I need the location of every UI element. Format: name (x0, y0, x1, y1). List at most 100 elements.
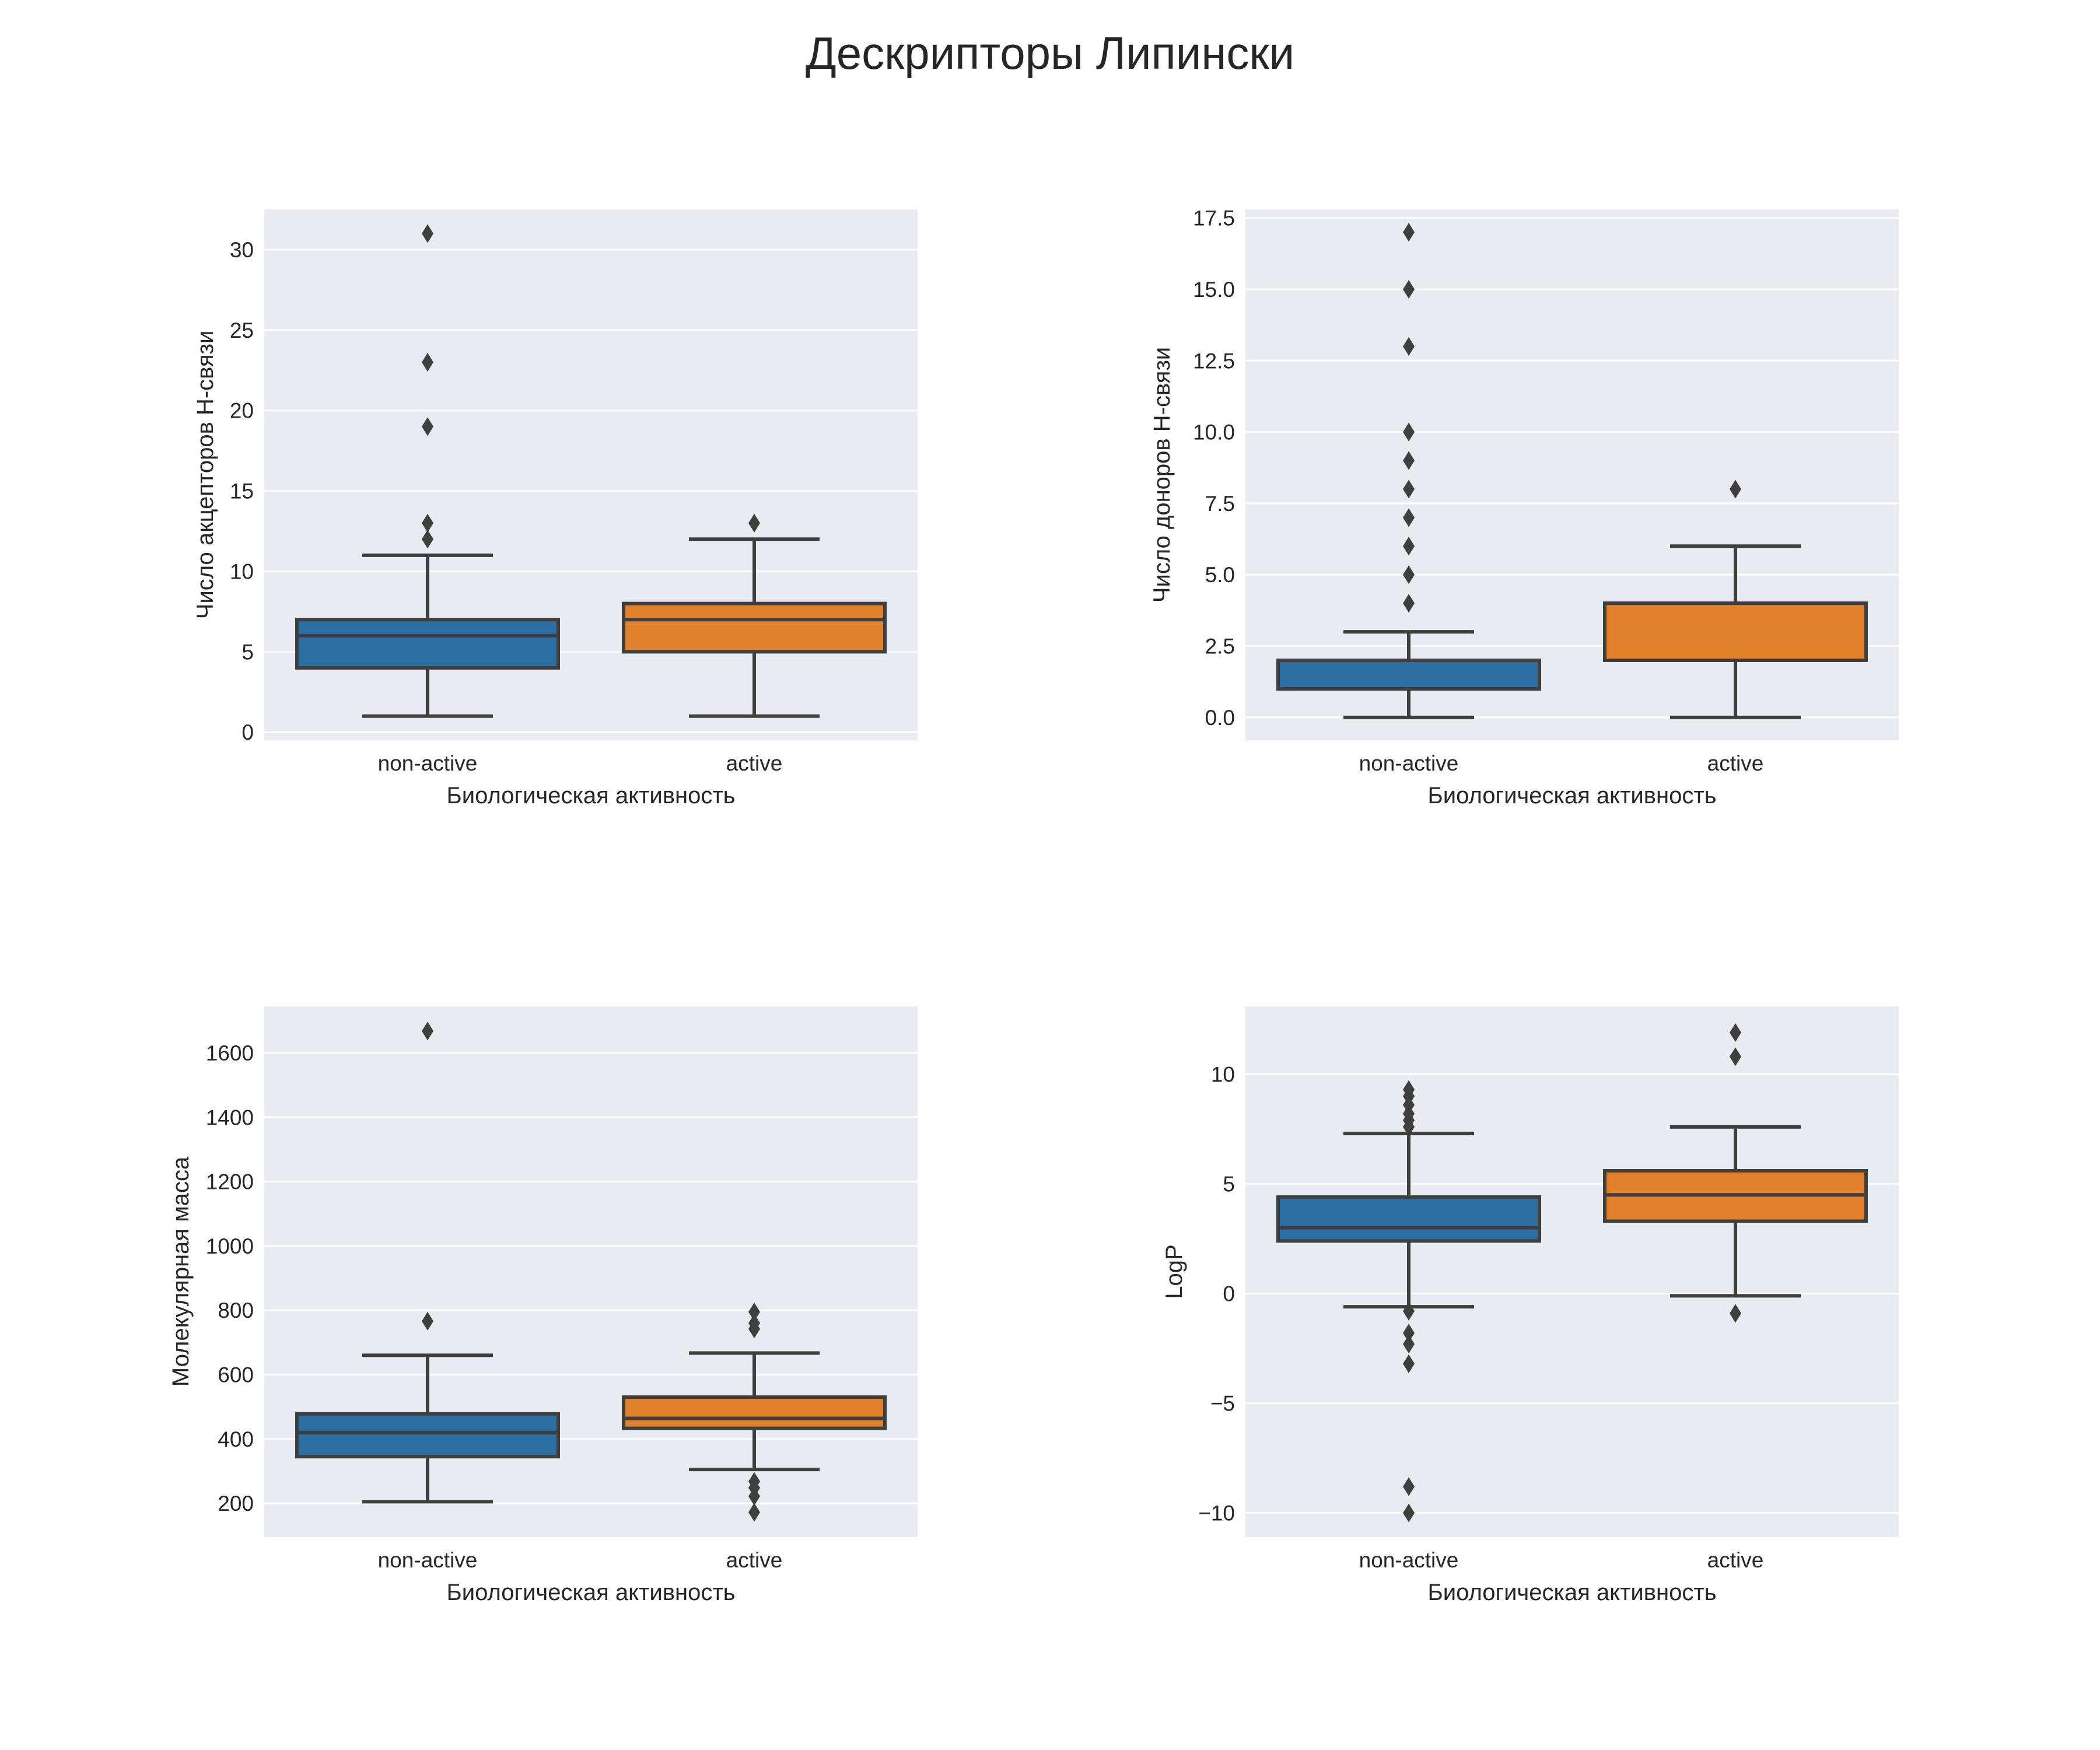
outlier-point (1403, 537, 1415, 556)
figure-title: Дескрипторы Липински (806, 27, 1294, 79)
box-non-active (1276, 1080, 1541, 1522)
outlier-point (1403, 565, 1415, 584)
outlier-point (1403, 1335, 1415, 1354)
iqr-box (295, 618, 560, 670)
x-axis-label: Биологическая активность (1427, 1580, 1716, 1605)
box-active (622, 513, 887, 718)
y-tick-label: 2.5 (1205, 635, 1235, 659)
y-tick-label: 25 (230, 318, 254, 342)
y-tick-label: 1600 (206, 1041, 254, 1065)
y-tick-label: 10 (1211, 1063, 1235, 1087)
x-axis-label: Биологическая активность (1427, 783, 1716, 808)
y-tick-label: 0 (1223, 1282, 1235, 1306)
y-tick-label: 1400 (206, 1105, 254, 1129)
y-tick-label: 200 (218, 1492, 254, 1516)
y-tick-label: 5 (1223, 1172, 1235, 1196)
x-tick-label: non-active (378, 1548, 478, 1572)
outlier-point (1403, 1324, 1415, 1343)
outlier-point (422, 530, 433, 549)
outlier-point (1403, 1477, 1415, 1496)
y-tick-label: 0 (242, 720, 254, 744)
outlier-point (422, 352, 433, 372)
outlier-point (1730, 1047, 1741, 1066)
outlier-point (1403, 1503, 1415, 1522)
y-axis-label: Число акцепторов Н-связи (192, 331, 218, 620)
outlier-point (1403, 279, 1415, 299)
y-tick-label: 17.5 (1193, 206, 1235, 230)
x-tick-label: non-active (1359, 751, 1459, 775)
y-tick-label: 10 (230, 559, 254, 583)
outlier-point (1730, 1304, 1741, 1323)
outlier-point (1730, 1023, 1741, 1042)
x-tick-label: non-active (378, 751, 478, 775)
x-tick-label: active (726, 751, 783, 775)
y-axis-label: LogP (1161, 1244, 1187, 1298)
x-tick-label: active (1707, 1548, 1764, 1572)
y-axis-label: Молекулярная масса (168, 1156, 194, 1387)
subplot-top-left: 0 5 10 15 20 25 30 non-active active Биологическа… (192, 209, 918, 808)
y-tick-label: 1200 (206, 1170, 254, 1194)
outlier-point (748, 1314, 760, 1333)
outlier-point (422, 513, 433, 533)
y-tick-label: 1000 (206, 1234, 254, 1258)
subplot-bottom-right: −10 −5 0 5 10 non-active active Биологическая а… (1161, 1006, 1899, 1605)
outlier-point (1403, 223, 1415, 242)
box-non-active (295, 1021, 560, 1504)
outlier-point (748, 1302, 760, 1321)
box-non-active (1276, 223, 1541, 719)
iqr-box (295, 1412, 560, 1459)
outlier-point (1403, 337, 1415, 356)
y-tick-label: −5 (1210, 1392, 1235, 1416)
y-tick-label: 30 (230, 238, 254, 262)
outlier-point (748, 1472, 760, 1491)
outlier-point (1403, 480, 1415, 499)
iqr-box (1276, 659, 1541, 691)
box-active (1603, 480, 1868, 719)
x-tick-label: active (1707, 751, 1764, 775)
x-tick-label: non-active (1359, 1548, 1459, 1572)
x-tick-label: active (726, 1548, 783, 1572)
y-axis-label: Число доноров Н-связи (1149, 347, 1175, 603)
y-tick-label: 20 (230, 399, 254, 423)
y-tick-label: −10 (1198, 1502, 1235, 1525)
box-active (1603, 1023, 1868, 1323)
outlier-point (1403, 594, 1415, 613)
outlier-point (748, 513, 760, 533)
outlier-point (748, 1503, 760, 1522)
y-tick-label: 600 (218, 1363, 254, 1387)
outlier-point (1403, 1080, 1415, 1099)
outlier-point (422, 417, 433, 436)
y-tick-label: 5 (242, 640, 254, 664)
outlier-point (1403, 1301, 1415, 1321)
iqr-box (622, 601, 887, 654)
y-tick-label: 5.0 (1205, 563, 1235, 587)
box-non-active (295, 224, 560, 718)
subplot-bottom-left: 200 400 600 800 1000 1200 1400 1600 non-active ac… (168, 1006, 918, 1605)
y-tick-label: 7.5 (1205, 492, 1235, 516)
y-tick-label: 10.0 (1193, 421, 1235, 444)
outlier-point (1403, 508, 1415, 527)
y-tick-label: 800 (218, 1298, 254, 1322)
outlier-point (422, 224, 433, 243)
outlier-point (1730, 480, 1741, 499)
iqr-box (1603, 601, 1868, 663)
subplot-top-right: 0.0 2.5 5.0 7.5 10.0 12.5 15.0 17.5 non-active ac… (1149, 206, 1899, 808)
y-tick-label: 400 (218, 1427, 254, 1451)
outlier-point (1403, 1354, 1415, 1373)
subplots: 0 5 10 15 20 25 30 non-active active Биологическа… (168, 206, 1899, 1605)
x-axis-label: Биологическая активность (446, 1580, 735, 1605)
outlier-point (1403, 451, 1415, 470)
outlier-point (1403, 422, 1415, 442)
box-active (622, 1302, 887, 1522)
outlier-point (422, 1021, 433, 1041)
iqr-box (1276, 1195, 1541, 1243)
y-tick-label: 15.0 (1193, 278, 1235, 302)
x-axis-label: Биологическая активность (446, 783, 735, 808)
y-tick-label: 12.5 (1193, 349, 1235, 373)
outlier-point (422, 1311, 433, 1331)
plot-area (1245, 1006, 1899, 1537)
y-tick-label: 15 (230, 480, 254, 503)
y-tick-label: 0.0 (1205, 706, 1235, 730)
iqr-box (622, 1395, 887, 1430)
